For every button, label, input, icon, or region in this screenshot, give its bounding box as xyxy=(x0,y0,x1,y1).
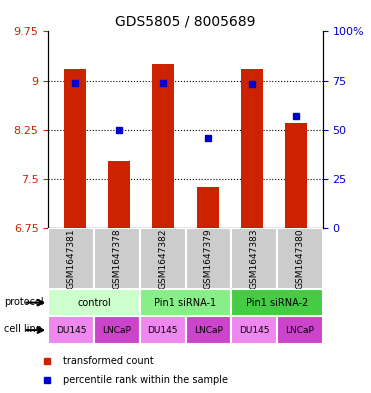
Bar xyxy=(94,228,140,289)
Bar xyxy=(231,316,277,344)
Bar xyxy=(48,316,94,344)
Text: control: control xyxy=(77,298,111,308)
Text: transformed count: transformed count xyxy=(63,356,154,366)
Bar xyxy=(186,316,231,344)
Text: GSM1647380: GSM1647380 xyxy=(295,228,304,289)
Bar xyxy=(231,228,277,289)
Bar xyxy=(108,161,130,228)
Text: GSM1647379: GSM1647379 xyxy=(204,228,213,289)
Text: protocol: protocol xyxy=(4,297,43,307)
Text: LNCaP: LNCaP xyxy=(102,326,131,334)
Text: LNCaP: LNCaP xyxy=(194,326,223,334)
Bar xyxy=(241,70,263,228)
Bar xyxy=(140,289,231,316)
Bar xyxy=(197,187,219,228)
Text: Pin1 siRNA-2: Pin1 siRNA-2 xyxy=(246,298,308,308)
Text: GSM1647381: GSM1647381 xyxy=(67,228,76,289)
Bar xyxy=(140,228,186,289)
Title: GDS5805 / 8005689: GDS5805 / 8005689 xyxy=(115,15,256,29)
Text: DU145: DU145 xyxy=(147,326,178,334)
Bar xyxy=(48,289,140,316)
Text: cell line: cell line xyxy=(4,324,42,334)
Text: Pin1 siRNA-1: Pin1 siRNA-1 xyxy=(154,298,217,308)
Bar xyxy=(186,228,231,289)
Text: LNCaP: LNCaP xyxy=(285,326,314,334)
Bar xyxy=(64,69,86,228)
Bar xyxy=(277,228,323,289)
Bar xyxy=(152,64,174,228)
Bar xyxy=(94,316,140,344)
Text: DU145: DU145 xyxy=(239,326,269,334)
Bar xyxy=(231,289,323,316)
Bar xyxy=(285,123,307,228)
Text: GSM1647378: GSM1647378 xyxy=(112,228,121,289)
Bar xyxy=(277,316,323,344)
Text: DU145: DU145 xyxy=(56,326,86,334)
Bar xyxy=(140,316,186,344)
Text: percentile rank within the sample: percentile rank within the sample xyxy=(63,375,228,386)
Text: GSM1647383: GSM1647383 xyxy=(250,228,259,289)
Text: GSM1647382: GSM1647382 xyxy=(158,228,167,288)
Bar xyxy=(48,228,94,289)
